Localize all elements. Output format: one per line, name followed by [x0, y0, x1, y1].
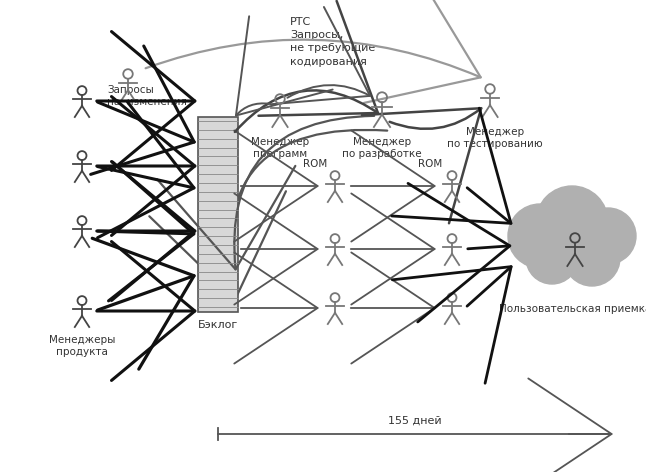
Text: Менеджер
по разработке: Менеджер по разработке [342, 137, 422, 159]
Text: ROM: ROM [418, 159, 442, 169]
Text: Бэклог: Бэклог [198, 320, 238, 329]
Circle shape [564, 230, 620, 286]
Text: 155 дней: 155 дней [388, 416, 441, 426]
Circle shape [580, 208, 636, 264]
Circle shape [534, 214, 590, 270]
Circle shape [526, 232, 578, 284]
Text: Запросы
на  изменения: Запросы на изменения [107, 85, 187, 107]
Text: Пользовательская приемка: Пользовательская приемка [499, 304, 646, 314]
Text: ROM: ROM [303, 159, 327, 169]
Circle shape [508, 204, 572, 268]
Bar [198, 117, 238, 312]
Text: РТС
Запросы,
не требующие
кодирования: РТС Запросы, не требующие кодирования [290, 17, 375, 67]
Circle shape [536, 186, 608, 258]
Text: Менеджер
по тестированию: Менеджер по тестированию [447, 127, 543, 149]
Text: Менеджеры
продукта: Менеджеры продукта [49, 335, 115, 357]
Text: Менеджер
программ: Менеджер программ [251, 137, 309, 159]
